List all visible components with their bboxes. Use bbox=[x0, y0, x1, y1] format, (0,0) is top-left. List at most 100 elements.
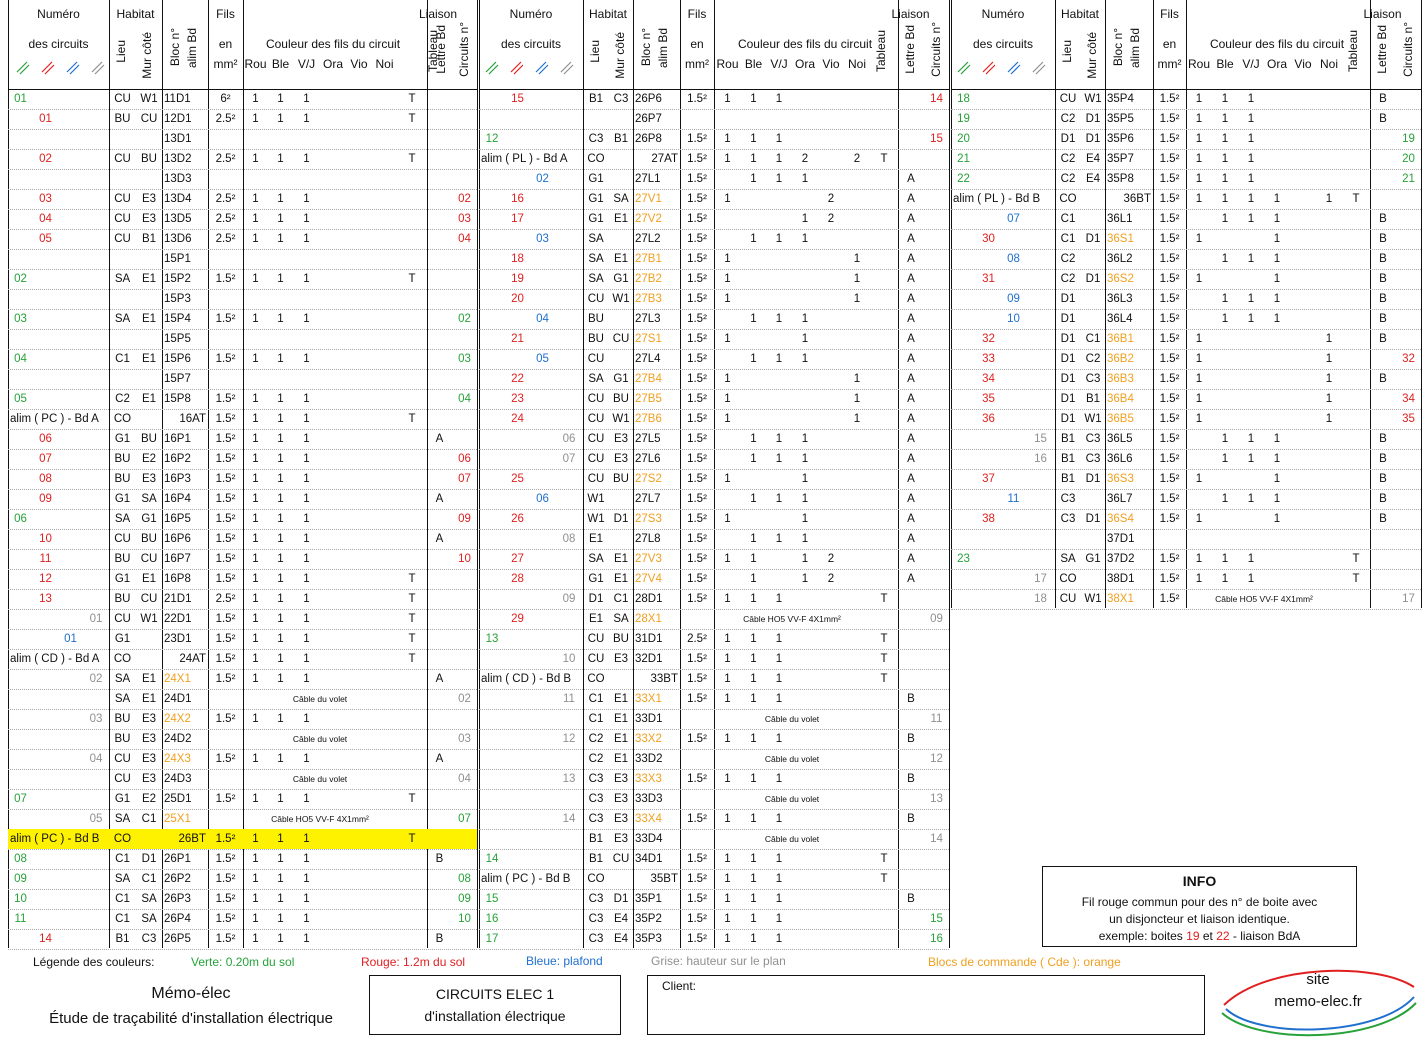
brand-title: Mémo-élec bbox=[151, 985, 231, 1002]
legend-red: Rouge: 1.2m du sol bbox=[361, 955, 466, 969]
table-cell: A bbox=[907, 233, 915, 245]
table-cell: 1 bbox=[277, 153, 284, 165]
table-cell: CU bbox=[1059, 93, 1077, 105]
table-cell: 27L3 bbox=[635, 313, 661, 325]
row-separator bbox=[8, 909, 477, 910]
header-lettre: Lettre Bd bbox=[434, 25, 448, 74]
table-cell: B bbox=[1379, 273, 1387, 285]
header-lettre: Lettre Bd bbox=[903, 25, 917, 74]
table-cell: B1 bbox=[1060, 433, 1076, 445]
table-cell: 1 bbox=[277, 893, 284, 905]
table-cell: 35P8 bbox=[1107, 173, 1134, 185]
table-cell: SA bbox=[588, 373, 604, 385]
table-cell: 1 bbox=[801, 313, 809, 325]
table-cell: 35P6 bbox=[1107, 133, 1134, 145]
table-cell: 1.5² bbox=[1159, 233, 1180, 245]
table-cell: CO bbox=[1059, 193, 1077, 205]
table-cell: G1 bbox=[588, 213, 604, 225]
row-separator bbox=[479, 569, 949, 570]
table-cell: 2.5² bbox=[215, 233, 236, 245]
table-cell: 1 bbox=[277, 653, 284, 665]
table-cell: 1 bbox=[277, 273, 284, 285]
table-cell: 13D1 bbox=[164, 133, 192, 145]
table-cell: W1 bbox=[1084, 593, 1102, 605]
table-cell: 1 bbox=[1273, 313, 1281, 325]
table-cell: SA bbox=[114, 873, 131, 885]
table-cell: 1.5² bbox=[687, 533, 707, 545]
table-cell: 16P4 bbox=[164, 493, 191, 505]
table-cell: SA bbox=[141, 493, 157, 505]
table-cell: T bbox=[408, 593, 416, 605]
table-cell: A bbox=[907, 493, 915, 505]
table-cell: E3 bbox=[613, 833, 629, 845]
header-bottom-line bbox=[479, 89, 949, 90]
table-cell: 1.5² bbox=[215, 913, 236, 925]
table-cell: 02 bbox=[458, 313, 471, 325]
table-cell: T bbox=[408, 613, 416, 625]
table-cell: 1.5² bbox=[687, 153, 707, 165]
table-cell: E1 bbox=[141, 393, 157, 405]
table-cell: 1 bbox=[277, 353, 284, 365]
table-cell: 1.5² bbox=[1159, 193, 1180, 205]
table-cell: 26P6 bbox=[635, 93, 662, 105]
row-separator bbox=[479, 369, 949, 370]
header-liaison: Liaison bbox=[1363, 7, 1402, 21]
table-cell: 1 bbox=[277, 113, 284, 125]
table-cell: 1 bbox=[277, 513, 284, 525]
table-cell: 01 bbox=[64, 633, 77, 645]
row-separator bbox=[479, 609, 949, 610]
table-cell: C2 bbox=[1060, 253, 1076, 265]
table-cell: 27AT bbox=[651, 153, 678, 165]
table-cell: SA bbox=[114, 313, 131, 325]
table-cell: E4 bbox=[1085, 173, 1101, 185]
table-cell: A bbox=[907, 273, 915, 285]
table-cell: CU bbox=[587, 433, 605, 445]
table-cell: B bbox=[1379, 213, 1387, 225]
table-cell: 1 bbox=[1273, 493, 1281, 505]
table-cell: 24 bbox=[511, 413, 524, 425]
table-cell: C3 bbox=[588, 793, 604, 805]
table-cell: 1.5² bbox=[215, 893, 236, 905]
table-cell: T bbox=[880, 673, 888, 685]
table-cell: 1.5² bbox=[1159, 133, 1180, 145]
table-cell: E1 bbox=[613, 213, 629, 225]
header-mm2: mm² bbox=[1157, 57, 1182, 71]
table-cell: 1 bbox=[1195, 413, 1203, 425]
cable-note: Câble du volet bbox=[764, 794, 820, 804]
table-cell: E1 bbox=[613, 253, 629, 265]
table-cell: 1 bbox=[303, 493, 310, 505]
table-cell: 1 bbox=[1195, 373, 1203, 385]
table-cell: 09 bbox=[930, 613, 943, 625]
table-cell: 1 bbox=[277, 833, 284, 845]
table-cell: 1.5² bbox=[215, 613, 236, 625]
table-cell: E1 bbox=[141, 673, 157, 685]
table-cell: CU bbox=[587, 293, 605, 305]
table-cell: 1.5² bbox=[1159, 213, 1180, 225]
table-cell: 33X4 bbox=[635, 813, 662, 825]
table-cell: 08 bbox=[458, 873, 471, 885]
table-cell: 1 bbox=[1273, 473, 1281, 485]
table-cell: BU bbox=[114, 713, 131, 725]
table-cell: 1 bbox=[801, 493, 809, 505]
table-cell: 1.5² bbox=[1159, 393, 1180, 405]
table-cell: B bbox=[1379, 333, 1387, 345]
table-cell: BU bbox=[613, 473, 629, 485]
table-cell: 33 bbox=[982, 353, 995, 365]
table-cell: 04 bbox=[458, 773, 471, 785]
row-separator bbox=[8, 229, 477, 230]
table-cell: SA bbox=[613, 613, 629, 625]
table-cell: D1 bbox=[1060, 353, 1076, 365]
header-habitat: Habitat bbox=[588, 7, 628, 21]
table-cell: 1 bbox=[1221, 313, 1229, 325]
table-cell: 1 bbox=[1221, 173, 1229, 185]
table-cell: 18 bbox=[1034, 593, 1047, 605]
cable-note: Câble du volet bbox=[764, 754, 820, 764]
table-cell: 1 bbox=[1247, 453, 1255, 465]
header-couleur: Couleur des fils du circuit bbox=[737, 37, 873, 51]
table-cell: 1 bbox=[775, 233, 783, 245]
table-cell: 1 bbox=[1247, 153, 1255, 165]
table-cell: B bbox=[907, 813, 915, 825]
table-cell: 1 bbox=[775, 133, 783, 145]
table-cell: 02 bbox=[39, 153, 52, 165]
table-cell: A bbox=[435, 433, 444, 445]
